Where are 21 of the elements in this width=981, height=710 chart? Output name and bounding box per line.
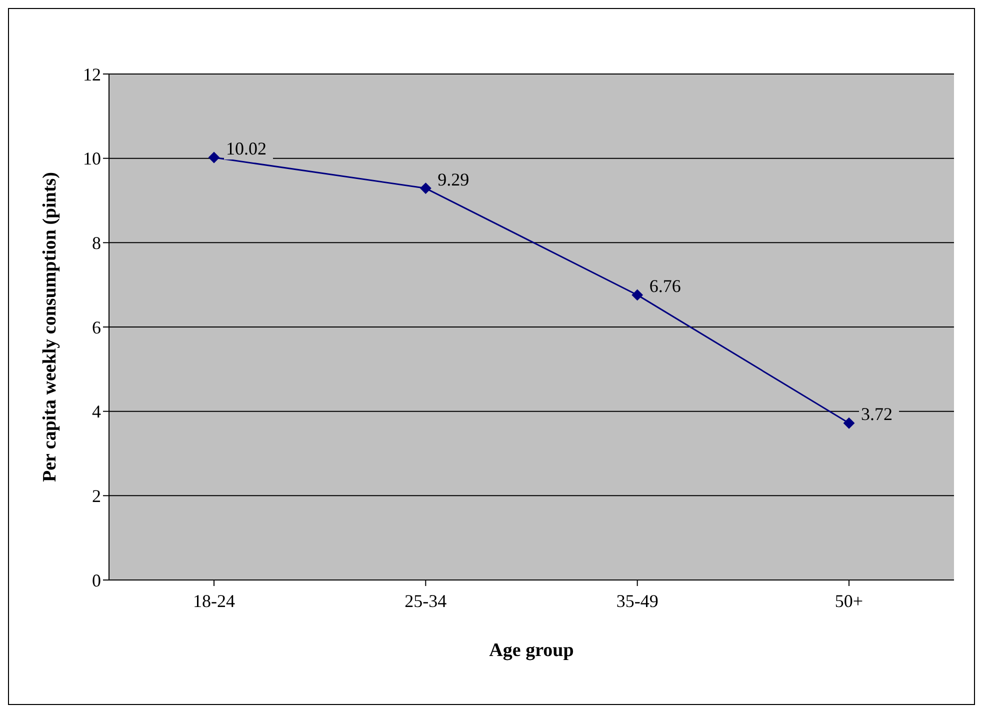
y-tick-label: 2 [92, 486, 101, 506]
x-tick-label: 25-34 [404, 590, 447, 611]
y-tick-label: 4 [92, 402, 101, 422]
x-tick-label: 18-24 [193, 590, 235, 611]
data-label: 9.29 [438, 169, 470, 190]
x-axis-title: Age group [489, 640, 574, 661]
point [208, 152, 220, 163]
point [632, 289, 643, 300]
y-tick-label: 0 [92, 570, 101, 590]
data-label: 6.76 [649, 276, 681, 296]
point [844, 418, 854, 429]
x-tick-label: 35-49 [616, 590, 658, 611]
y-axis-title: Per capita weekly consumption (pints) [40, 172, 61, 482]
y-tick-label: 12 [83, 64, 101, 84]
point [420, 182, 432, 194]
x-tick-label: 50+ [834, 590, 864, 611]
y-tick-label: 10 [83, 148, 101, 169]
y-tick-label: 8 [92, 233, 101, 254]
data-label: 3.72 [861, 404, 892, 424]
data-label: 10.02 [226, 138, 266, 158]
y-tick-label: 6 [92, 317, 101, 338]
